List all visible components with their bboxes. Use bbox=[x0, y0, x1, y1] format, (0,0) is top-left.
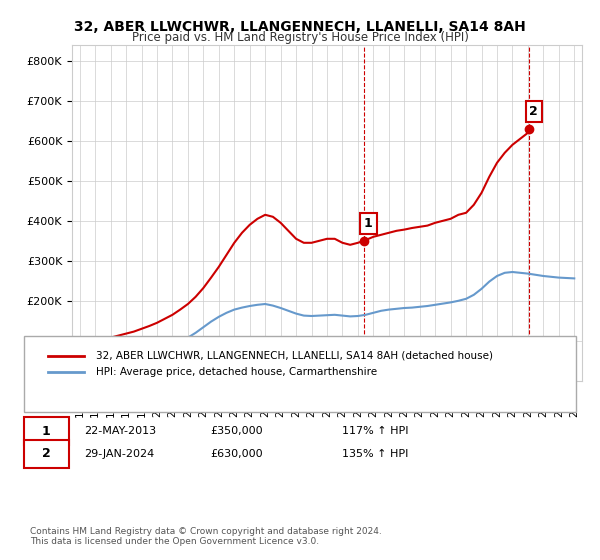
Text: 32, ABER LLWCHWR, LLANGENNECH, LLANELLI, SA14 8AH: 32, ABER LLWCHWR, LLANGENNECH, LLANELLI,… bbox=[74, 20, 526, 34]
Text: £630,000: £630,000 bbox=[210, 449, 263, 459]
Text: Price paid vs. HM Land Registry's House Price Index (HPI): Price paid vs. HM Land Registry's House … bbox=[131, 31, 469, 44]
Text: Contains HM Land Registry data © Crown copyright and database right 2024.
This d: Contains HM Land Registry data © Crown c… bbox=[30, 526, 382, 546]
Text: 1: 1 bbox=[364, 217, 373, 230]
Text: £350,000: £350,000 bbox=[210, 426, 263, 436]
Text: 29-JAN-2024: 29-JAN-2024 bbox=[84, 449, 154, 459]
Text: 117% ↑ HPI: 117% ↑ HPI bbox=[342, 426, 409, 436]
Text: 32, ABER LLWCHWR, LLANGENNECH, LLANELLI, SA14 8AH (detached house): 32, ABER LLWCHWR, LLANGENNECH, LLANELLI,… bbox=[96, 351, 493, 361]
Text: 22-MAY-2013: 22-MAY-2013 bbox=[84, 426, 156, 436]
Text: 2: 2 bbox=[42, 447, 50, 460]
Text: 135% ↑ HPI: 135% ↑ HPI bbox=[342, 449, 409, 459]
Text: 2: 2 bbox=[529, 105, 538, 118]
Text: HPI: Average price, detached house, Carmarthenshire: HPI: Average price, detached house, Carm… bbox=[96, 367, 377, 377]
Text: 1: 1 bbox=[42, 424, 50, 438]
